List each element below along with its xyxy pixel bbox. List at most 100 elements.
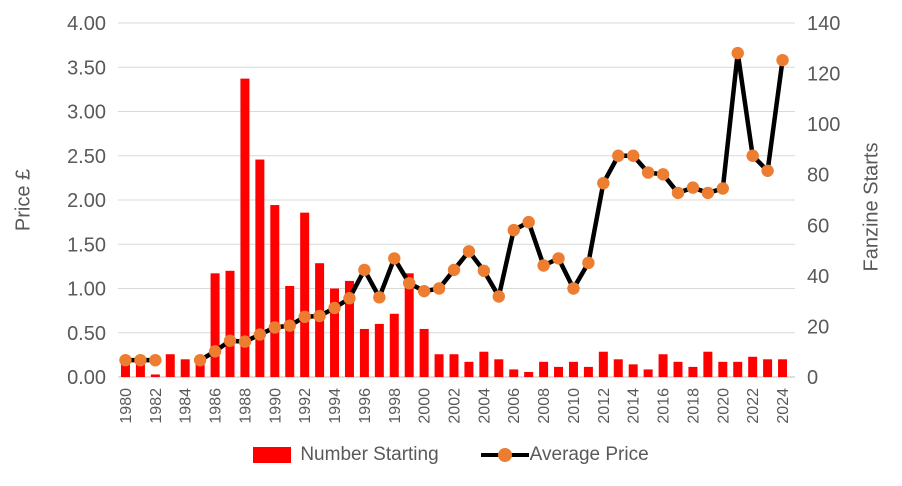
x-axis-tick: 1988 [237, 388, 254, 424]
point-2005 [492, 290, 505, 303]
legend-label-average-price: Average Price [529, 444, 649, 465]
point-1998 [388, 252, 401, 265]
left-axis-tick: 1.00 [67, 279, 106, 301]
bar-2003 [464, 361, 474, 377]
legend-label-number-starting: Number Starting [300, 444, 439, 465]
bar-2013 [613, 359, 623, 377]
left-axis-title: Price £ [12, 168, 35, 232]
line-marker-icon [480, 448, 529, 462]
right-axis-tick: 20 [807, 316, 829, 338]
bar-2012 [598, 351, 608, 377]
x-axis-tick: 1980 [118, 388, 135, 424]
x-axis-tick: 2004 [476, 388, 493, 424]
left-axis-tick: 4.00 [67, 13, 106, 35]
bar-swatch-icon [253, 447, 292, 463]
left-axis-tick: 3.00 [67, 102, 106, 124]
bar-1990 [270, 205, 280, 377]
point-2023 [761, 164, 774, 177]
x-axis-tick: 2016 [656, 388, 673, 424]
point-2024 [776, 53, 789, 67]
point-2019 [701, 186, 715, 200]
point-2013 [612, 149, 625, 162]
bar-1994 [330, 288, 340, 377]
point-2017 [671, 186, 685, 200]
point-2020 [716, 182, 729, 195]
point-2011 [582, 256, 595, 270]
bar-2005 [494, 359, 504, 377]
x-axis-tick: 2000 [417, 388, 434, 424]
right-axis-tick: 80 [807, 165, 829, 187]
bar-1989 [255, 159, 265, 377]
point-1996 [358, 263, 371, 277]
bar-2010 [568, 361, 578, 377]
x-axis-tick: 1986 [208, 388, 225, 424]
point-2002 [447, 263, 461, 277]
x-axis-tick: 2018 [685, 388, 702, 424]
price-line [197, 50, 785, 363]
bar-2021 [733, 361, 743, 377]
point-2018 [686, 181, 700, 194]
bar-1999 [404, 273, 414, 377]
bar-2001 [434, 354, 444, 377]
right-axis-tick: 140 [807, 13, 840, 35]
legend-item-average-price: Average Price [480, 444, 649, 466]
bar-2000 [419, 328, 429, 377]
x-axis-tick: 1996 [357, 388, 374, 424]
legend-item-number-starting: Number Starting [253, 444, 439, 466]
bar-2019 [703, 351, 713, 377]
left-axis-tick: 2.00 [67, 190, 106, 212]
x-axis-tick: 2010 [566, 388, 583, 424]
legend: Number Starting Average Price [0, 444, 902, 466]
point-1993 [313, 309, 326, 323]
bar-2017 [673, 361, 683, 377]
point-1987 [223, 334, 237, 347]
bar-1996 [359, 328, 369, 377]
point-2014 [627, 149, 640, 162]
point-2008 [537, 259, 550, 272]
left-axis-tick: 2.50 [67, 146, 106, 168]
bar-2002 [449, 354, 459, 377]
x-axis-tick: 2024 [775, 388, 792, 424]
left-axis-tick: 1.50 [67, 234, 106, 256]
bar-1985 [195, 356, 205, 377]
point-1989 [253, 328, 267, 341]
x-axis-tick: 1992 [297, 388, 314, 424]
bar-2023 [763, 359, 773, 377]
bar-1986 [210, 273, 220, 377]
point-1980 [119, 353, 132, 367]
point-1990 [268, 321, 281, 334]
point-2004 [477, 264, 491, 277]
x-axis-tick: 2020 [715, 388, 732, 424]
bar-2015 [643, 369, 653, 377]
x-axis-tick: 1998 [387, 388, 404, 424]
bar-1992 [300, 212, 310, 377]
point-1985 [193, 353, 207, 367]
x-axis-tick: 1994 [327, 388, 344, 424]
bar-2016 [658, 354, 668, 377]
point-1997 [373, 291, 386, 304]
point-2016 [656, 168, 670, 181]
right-axis-tick: 120 [807, 64, 840, 86]
bar-2006 [509, 369, 519, 377]
bar-1982 [150, 374, 160, 377]
point-2015 [641, 166, 655, 179]
point-1992 [298, 310, 311, 324]
point-2006 [507, 223, 520, 237]
right-axis-tick: 100 [807, 114, 840, 136]
bar-1998 [389, 313, 399, 377]
x-axis-tick: 2008 [536, 388, 553, 424]
x-axis-tick: 2006 [506, 388, 523, 424]
x-axis-tick: 2012 [596, 388, 613, 424]
point-1991 [283, 319, 296, 332]
bar-1987 [225, 270, 235, 377]
point-2007 [522, 215, 535, 229]
point-1995 [343, 292, 356, 305]
point-2022 [746, 149, 759, 162]
x-axis-tick: 1984 [178, 388, 195, 424]
bar-1983 [165, 354, 175, 377]
point-1999 [403, 276, 416, 290]
point-2001 [432, 282, 446, 295]
bar-2020 [718, 361, 728, 377]
